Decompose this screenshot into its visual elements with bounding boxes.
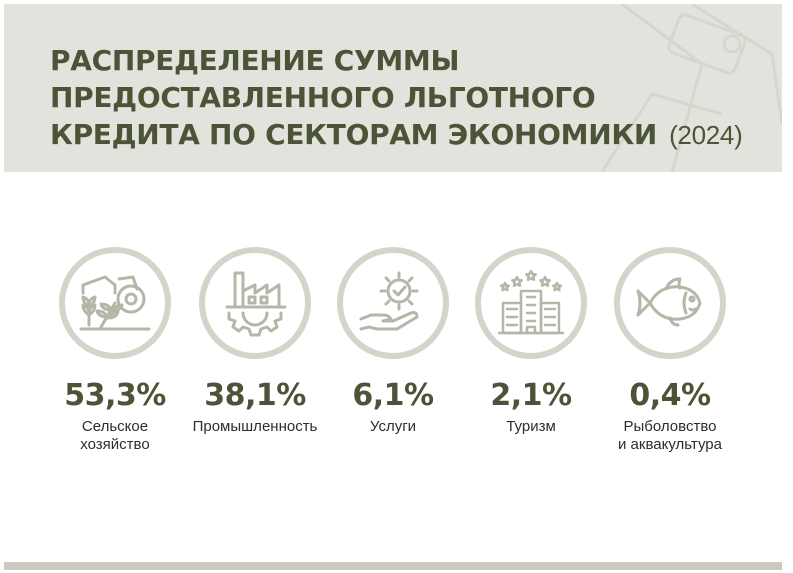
- sector-percentage: 2,1%: [490, 378, 572, 413]
- title-line-3: КРЕДИТА ПО СЕКТОРАМ ЭКОНОМИКИ (2024): [50, 116, 743, 154]
- title-line-3-text: КРЕДИТА ПО СЕКТОРАМ ЭКОНОМИКИ: [50, 118, 658, 151]
- icon-ring: [475, 247, 587, 359]
- sector-percentage: 6,1%: [352, 378, 434, 413]
- sector-label: Сельское хозяйство: [80, 418, 150, 453]
- header-banner: РАСПРЕДЕЛЕНИЕ СУММЫ ПРЕДОСТАВЛЕННОГО ЛЬГ…: [4, 4, 782, 172]
- background-pattern-icon: [600, 4, 782, 172]
- tractor-wheat-icon: [79, 275, 151, 331]
- sector-agriculture: 53,3% Сельское хозяйство: [40, 247, 190, 454]
- icon-ring: [337, 247, 449, 359]
- hotel-stars-icon: [497, 269, 565, 335]
- factory-gear-icon: [225, 271, 287, 337]
- sector-percentage: 53,3%: [64, 378, 166, 413]
- sector-tourism: 2,1% Туризм: [456, 247, 606, 436]
- hand-gear-icon: [359, 271, 419, 331]
- fish-icon: [636, 277, 702, 327]
- icon-ring: [59, 247, 171, 359]
- sector-label: Промышленность: [192, 418, 318, 435]
- sector-industry: 38,1% Промышленность: [180, 247, 330, 436]
- bottom-bar: [4, 562, 782, 570]
- sector-services: 6,1% Услуги: [318, 247, 468, 436]
- sector-label: Услуги: [369, 418, 417, 435]
- sector-percentage: 38,1%: [204, 378, 306, 413]
- title-line-1: РАСПРЕДЕЛЕНИЕ СУММЫ: [50, 44, 460, 77]
- top-frame: [0, 0, 793, 4]
- page-title: РАСПРЕДЕЛЕНИЕ СУММЫ ПРЕДОСТАВЛЕННОГО ЛЬГ…: [50, 42, 743, 154]
- sector-label: Туризм: [506, 418, 556, 435]
- sector-percentage: 0,4%: [629, 378, 711, 413]
- sector-fishery: 0,4% Рыболовство и аквакультура: [595, 247, 745, 454]
- title-year: (2024): [669, 120, 743, 150]
- icon-ring: [614, 247, 726, 359]
- sector-label: Рыболовство и аквакультура: [618, 418, 722, 453]
- title-line-2: ПРЕДОСТАВЛЕННОГО ЛЬГОТНОГО: [50, 81, 596, 114]
- icon-ring: [199, 247, 311, 359]
